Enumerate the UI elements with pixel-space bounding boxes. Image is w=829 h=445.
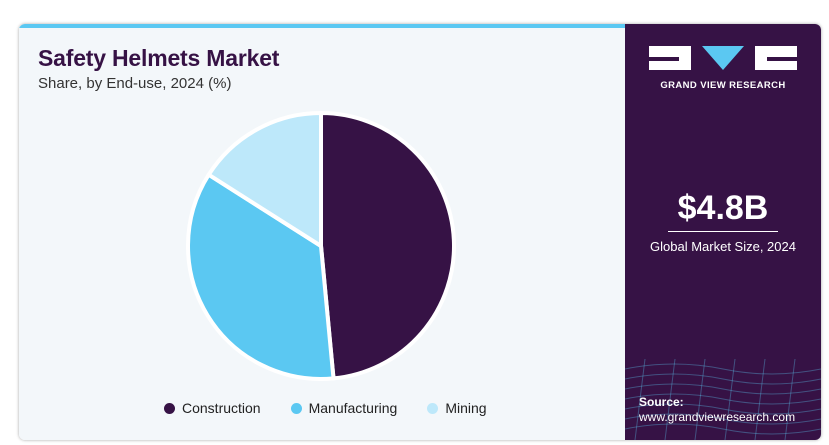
market-size-value: $4.8B	[677, 189, 769, 227]
source-label: Source:	[639, 395, 684, 409]
chart-panel: Safety Helmets Market Share, by End-use,…	[19, 24, 625, 440]
wave-pattern	[625, 359, 821, 440]
legend-label: Manufacturing	[308, 400, 398, 416]
divider	[668, 231, 778, 232]
legend-item-manufacturing: Manufacturing	[290, 400, 398, 416]
legend-item-mining: Mining	[427, 400, 487, 416]
brand-panel: GRAND VIEW RESEARCH $4.8B Global Market …	[625, 24, 821, 440]
chart-subtitle: Share, by End-use, 2024 (%)	[38, 75, 232, 92]
pie-slice-mining	[206, 111, 323, 248]
brand-name: GRAND VIEW RESEARCH	[660, 80, 786, 91]
chart-title: Safety Helmets Market	[38, 45, 280, 71]
legend-swatch	[290, 402, 302, 414]
chart-legend: Construction Manufacturing Mining	[164, 400, 487, 416]
pie-chart	[186, 111, 456, 381]
market-size-caption: Global Market Size, 2024	[650, 239, 796, 254]
accent-strip	[19, 24, 625, 28]
legend-swatch	[427, 402, 439, 414]
legend-swatch	[164, 402, 175, 414]
infographic-card: Safety Helmets Market Share, by End-use,…	[19, 24, 821, 440]
legend-item-construction: Construction	[164, 400, 261, 416]
legend-label: Construction	[182, 400, 261, 416]
gvr-logo-icon	[649, 46, 797, 70]
pie-slice-construction	[319, 111, 456, 381]
source-url: www.grandviewresearch.com	[639, 410, 796, 424]
pie-slice-manufacturing	[186, 172, 336, 381]
legend-label: Mining	[445, 400, 487, 416]
